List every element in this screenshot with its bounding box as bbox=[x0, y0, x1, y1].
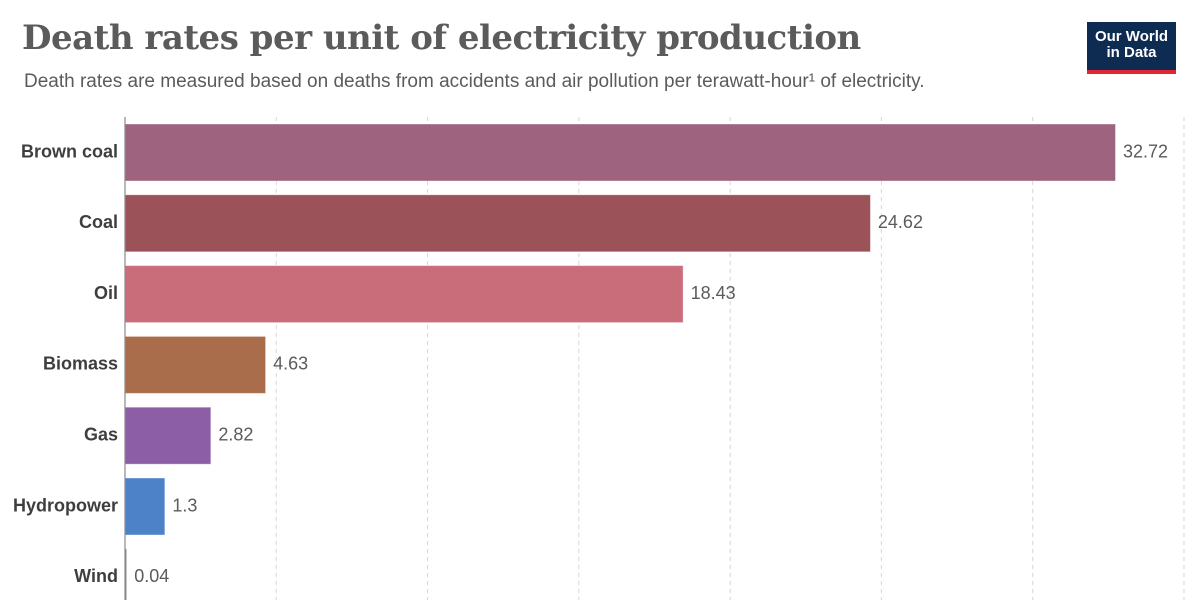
gridlines bbox=[275, 117, 1185, 600]
value-label-biomass: 4.63 bbox=[273, 354, 308, 374]
value-label-oil: 18.43 bbox=[691, 283, 736, 303]
category-label-oil: Oil bbox=[94, 283, 118, 303]
labels: Brown coal 32.72 Coal 24.62 Oil 18.43 Biomass 4… bbox=[13, 141, 1168, 586]
category-label-coal: Coal bbox=[79, 212, 118, 232]
chart-title: Death rates per unit of electricity prod… bbox=[22, 18, 861, 58]
owid-logo[interactable]: Our World in Data bbox=[1087, 22, 1176, 74]
logo-line-2: in Data bbox=[1106, 44, 1157, 61]
bar-gas[interactable] bbox=[124, 407, 211, 465]
category-label-gas: Gas bbox=[84, 424, 118, 444]
category-label-biomass: Biomass bbox=[43, 354, 118, 374]
category-label-wind: Wind bbox=[74, 566, 118, 586]
value-label-wind: 0.04 bbox=[134, 566, 169, 586]
bar-brown-coal[interactable] bbox=[124, 124, 1116, 181]
value-label-hydropower: 1.3 bbox=[172, 495, 197, 515]
logo-line-1: Our World bbox=[1094, 28, 1169, 45]
bar-oil[interactable] bbox=[124, 265, 684, 323]
bar-biomass[interactable] bbox=[124, 336, 266, 394]
bars bbox=[124, 124, 1116, 600]
bar-coal[interactable] bbox=[124, 194, 871, 252]
bar-hydropower[interactable] bbox=[124, 478, 165, 535]
value-label-gas: 2.82 bbox=[218, 424, 253, 444]
value-label-brown-coal: 32.72 bbox=[1123, 141, 1168, 161]
chart-subtitle: Death rates are measured based on deaths… bbox=[24, 71, 925, 92]
category-label-brown-coal: Brown coal bbox=[21, 141, 118, 161]
value-label-coal: 24.62 bbox=[878, 212, 923, 232]
category-label-hydropower: Hydropower bbox=[13, 495, 118, 515]
